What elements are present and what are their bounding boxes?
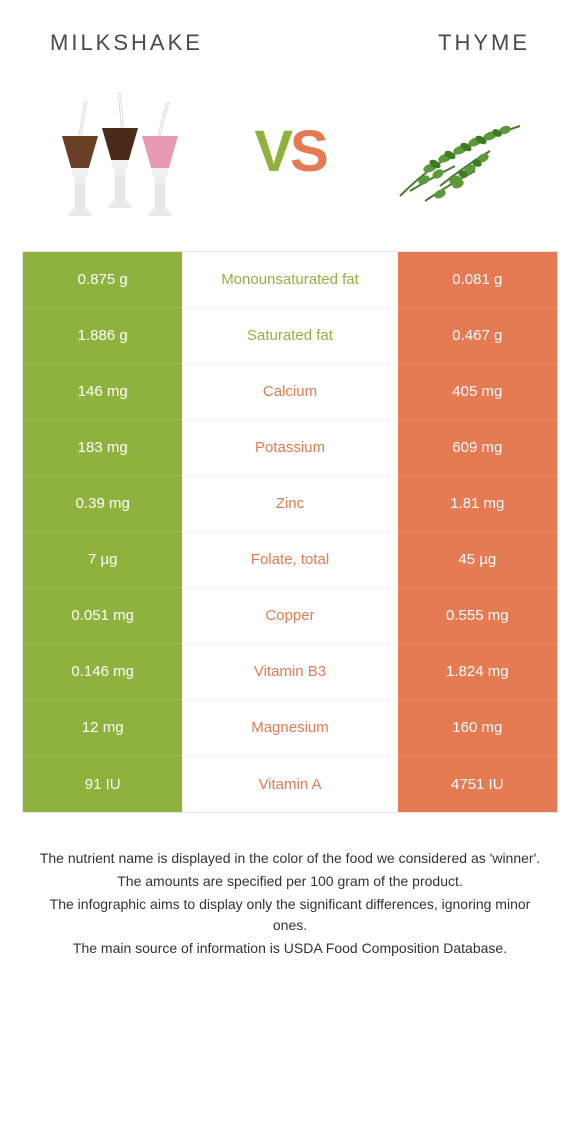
left-value: 0.39 mg [23, 476, 182, 532]
right-value: 0.555 mg [398, 588, 557, 644]
left-value: 91 IU [23, 756, 182, 812]
table-row: 1.886 gSaturated fat0.467 g [23, 308, 557, 364]
table-row: 0.146 mgVitamin B31.824 mg [23, 644, 557, 700]
nutrient-label: Magnesium [182, 700, 397, 756]
left-value: 12 mg [23, 700, 182, 756]
table-row: 91 IUVitamin A4751 IU [23, 756, 557, 812]
header: Milkshake Thyme [20, 30, 560, 56]
table-row: 0.875 gMonounsaturated fat0.081 g [23, 252, 557, 308]
footnote: The nutrient name is displayed in the co… [20, 848, 560, 959]
table-row: 0.39 mgZinc1.81 mg [23, 476, 557, 532]
footnote-line: The amounts are specified per 100 gram o… [35, 871, 545, 892]
nutrient-label: Copper [182, 588, 397, 644]
table-row: 183 mgPotassium609 mg [23, 420, 557, 476]
nutrient-label: Folate, total [182, 532, 397, 588]
table-row: 12 mgMagnesium160 mg [23, 700, 557, 756]
left-value: 1.886 g [23, 308, 182, 364]
milkshake-icon [40, 86, 200, 216]
left-value: 183 mg [23, 420, 182, 476]
right-food-title: Thyme [438, 30, 530, 56]
thyme-icon [380, 86, 540, 216]
nutrient-label: Monounsaturated fat [182, 252, 397, 308]
footnote-line: The infographic aims to display only the… [35, 894, 545, 936]
left-value: 0.146 mg [23, 644, 182, 700]
nutrient-label: Saturated fat [182, 308, 397, 364]
footnote-line: The main source of information is USDA F… [35, 938, 545, 959]
left-value: 7 µg [23, 532, 182, 588]
right-value: 609 mg [398, 420, 557, 476]
nutrient-label: Vitamin A [182, 756, 397, 812]
right-value: 405 mg [398, 364, 557, 420]
right-value: 0.467 g [398, 308, 557, 364]
nutrient-label: Calcium [182, 364, 397, 420]
nutrient-table: 0.875 gMonounsaturated fat0.081 g1.886 g… [22, 251, 558, 813]
left-food-title: Milkshake [50, 30, 203, 56]
right-value: 1.824 mg [398, 644, 557, 700]
image-row: VS [20, 86, 560, 216]
right-value: 160 mg [398, 700, 557, 756]
nutrient-label: Zinc [182, 476, 397, 532]
right-value: 45 µg [398, 532, 557, 588]
left-value: 0.875 g [23, 252, 182, 308]
table-row: 7 µgFolate, total45 µg [23, 532, 557, 588]
table-row: 0.051 mgCopper0.555 mg [23, 588, 557, 644]
vs-s-letter: S [290, 119, 326, 184]
vs-badge: VS [254, 118, 325, 185]
vs-v-letter: V [254, 119, 290, 184]
footnote-line: The nutrient name is displayed in the co… [35, 848, 545, 869]
left-value: 146 mg [23, 364, 182, 420]
left-value: 0.051 mg [23, 588, 182, 644]
nutrient-label: Vitamin B3 [182, 644, 397, 700]
table-row: 146 mgCalcium405 mg [23, 364, 557, 420]
right-value: 0.081 g [398, 252, 557, 308]
right-value: 4751 IU [398, 756, 557, 812]
nutrient-label: Potassium [182, 420, 397, 476]
right-value: 1.81 mg [398, 476, 557, 532]
